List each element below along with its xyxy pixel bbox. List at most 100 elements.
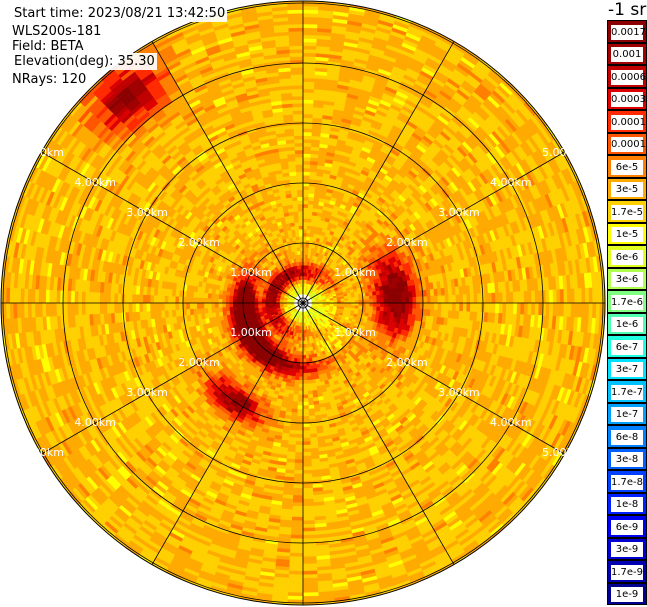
range-gate-cell	[302, 164, 311, 169]
range-gate-cell	[302, 92, 315, 97]
range-gate-cell	[364, 292, 370, 297]
range-gate-cell	[411, 308, 417, 316]
range-gate-cell	[354, 294, 359, 298]
range-gate-cell	[347, 297, 352, 301]
range-gate-cell	[305, 247, 310, 252]
range-gate-cell	[302, 588, 319, 594]
range-gate-cell	[451, 294, 457, 304]
range-gate-cell	[302, 52, 317, 57]
range-gate-cell	[383, 293, 388, 300]
range-gate-cell	[566, 288, 572, 304]
range-gate-cell	[302, 358, 307, 363]
range-gate-cell	[387, 302, 392, 308]
range-gate-cell	[302, 149, 312, 155]
range-gate-cell	[538, 302, 543, 316]
range-gate-cell	[302, 390, 309, 396]
range-gate-cell	[390, 307, 395, 313]
range-gate-cell	[408, 308, 413, 315]
range-gate-cell	[302, 232, 307, 237]
range-gate-cell	[302, 401, 309, 406]
range-gate-cell	[376, 294, 381, 300]
range-gate-cell	[545, 289, 550, 304]
range-gate-cell	[390, 293, 395, 299]
range-gate-cell	[302, 117, 313, 122]
range-gate-cell	[302, 250, 306, 255]
range-gate-cell	[302, 351, 306, 356]
range-gate-cell	[559, 289, 565, 304]
range-gate-cell	[531, 302, 536, 316]
range-gate-cell	[365, 306, 370, 311]
range-gate-cell	[302, 56, 317, 61]
range-gate-cell	[302, 106, 314, 111]
range-gate-cell	[302, 70, 316, 75]
range-gate-cell	[308, 185, 316, 191]
range-gate-cell	[302, 1, 320, 4]
range-gate-cell	[358, 302, 363, 307]
range-gate-cell	[302, 23, 318, 29]
range-gate-cell	[412, 302, 417, 310]
range-gate-cell	[305, 354, 310, 359]
range-gate-cell	[379, 294, 385, 300]
range-gate-cell	[552, 302, 558, 317]
range-gate-cell	[302, 408, 309, 414]
range-gate-cell	[302, 394, 309, 399]
range-gate-cell	[394, 297, 399, 304]
range-gate-cell	[411, 290, 417, 298]
range-gate-cell	[302, 203, 309, 208]
range-gate-cell	[302, 563, 318, 568]
range-gate-cell	[412, 296, 417, 304]
range-gate-cell	[302, 372, 308, 378]
range-gate-cell	[523, 302, 529, 316]
range-gate-cell	[448, 294, 453, 304]
range-gate-cell	[570, 302, 576, 318]
range-gate-cell	[350, 600, 368, 605]
range-gate-cell	[523, 290, 529, 304]
range-gate-cell	[302, 41, 317, 47]
range-gate-cell	[513, 291, 518, 304]
range-gate-cell	[302, 142, 312, 147]
range-gate-cell	[358, 296, 363, 301]
range-gate-cell	[302, 63, 316, 68]
range-gate-cell	[302, 451, 312, 457]
range-gate-cell	[306, 229, 311, 234]
range-gate-cell	[351, 297, 356, 301]
range-gate-cell	[394, 307, 399, 314]
range-gate-cell	[302, 509, 315, 514]
range-gate-cell	[574, 288, 579, 304]
range-gate-cell	[302, 423, 310, 428]
range-gate-cell	[302, 484, 313, 489]
range-gate-cell	[307, 203, 314, 209]
range-gate-cell	[376, 302, 381, 308]
range-gate-cell	[423, 296, 428, 304]
range-gate-cell	[466, 302, 471, 313]
range-gate-cell	[302, 77, 316, 83]
range-gate-cell	[563, 302, 568, 318]
range-gate-cell	[595, 287, 601, 304]
range-gate-cell	[351, 300, 356, 304]
range-gate-cell	[437, 302, 442, 311]
range-gate-cell	[302, 412, 310, 417]
range-gate-cell	[455, 294, 460, 304]
range-gate-cell	[306, 379, 312, 385]
range-gate-cell	[308, 193, 315, 198]
range-gate-cell	[531, 290, 536, 304]
range-gate-cell	[302, 426, 310, 432]
range-gate-cell	[299, 354, 304, 360]
range-gate-cell	[556, 289, 561, 304]
range-gate-cell	[441, 295, 446, 304]
range-gate-cell	[390, 302, 396, 309]
range-gate-cell	[423, 302, 428, 310]
range-gate-cell	[302, 160, 311, 165]
range-gate-cell	[304, 343, 308, 349]
range-gate-cell	[302, 84, 315, 90]
range-gate-cell	[398, 297, 403, 304]
range-gate-cell	[306, 372, 311, 377]
range-gate-cell	[459, 294, 464, 304]
range-gate-cell	[302, 185, 310, 191]
range-gate-cell	[302, 34, 318, 40]
range-gate-cell	[379, 306, 385, 312]
range-gate-cell	[307, 386, 313, 392]
range-gate-cell	[302, 556, 317, 561]
range-gate-cell	[498, 292, 504, 304]
range-gate-cell	[351, 302, 356, 306]
